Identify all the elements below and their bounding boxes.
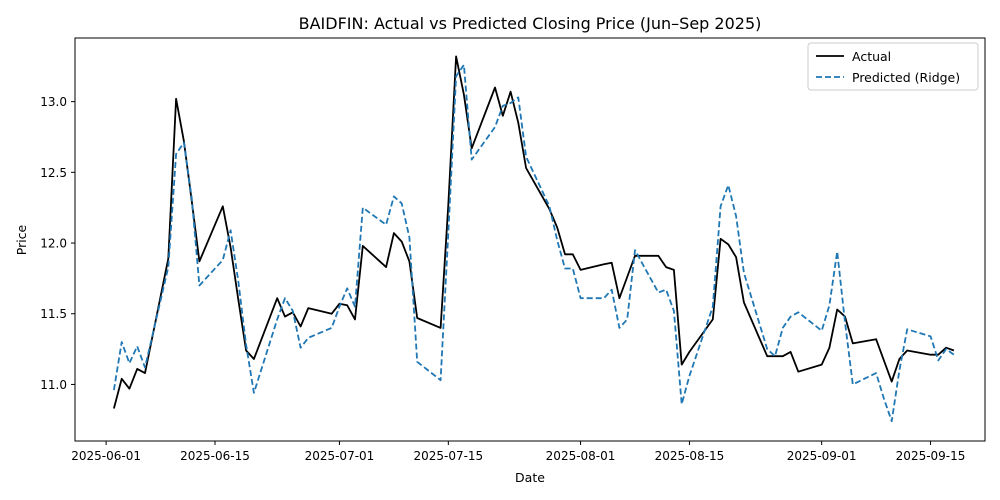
y-tick-label: 11.5 [40, 307, 67, 321]
y-tick-label: 13.0 [40, 95, 67, 109]
legend: Actual Predicted (Ridge) [807, 42, 979, 91]
x-tick-label: 2025-06-15 [180, 449, 250, 463]
legend-label-predicted: Predicted (Ridge) [852, 70, 960, 85]
x-tick-label: 2025-06-01 [71, 449, 141, 463]
y-tick-label: 12.5 [40, 166, 67, 180]
x-tick-label: 2025-07-15 [413, 449, 483, 463]
series-layer [113, 55, 955, 423]
y-tick-label: 12.0 [40, 237, 67, 251]
x-tick-label: 2025-08-01 [546, 449, 616, 463]
y-tick-label: 11.0 [40, 378, 67, 392]
plot-frame [74, 37, 986, 442]
x-axis-ticks: 2025-06-01 2025-06-15 2025-07-01 2025-07-15… [71, 441, 965, 463]
x-tick-label: 2025-09-15 [896, 449, 966, 463]
chart-title: BAIDFIN: Actual vs Predicted Closing Pri… [299, 14, 762, 33]
legend-label-actual: Actual [852, 49, 891, 64]
series-line-predicted [113, 64, 955, 423]
y-axis-label: Price [14, 224, 29, 255]
x-axis-label: Date [515, 470, 545, 485]
x-tick-label: 2025-07-01 [305, 449, 375, 463]
x-tick-label: 2025-08-15 [655, 449, 725, 463]
series-line-actual [113, 55, 955, 409]
x-tick-label: 2025-09-01 [787, 449, 857, 463]
y-axis-ticks: 11.0 11.5 12.0 12.5 13.0 [40, 95, 75, 392]
legend-box [807, 42, 979, 91]
